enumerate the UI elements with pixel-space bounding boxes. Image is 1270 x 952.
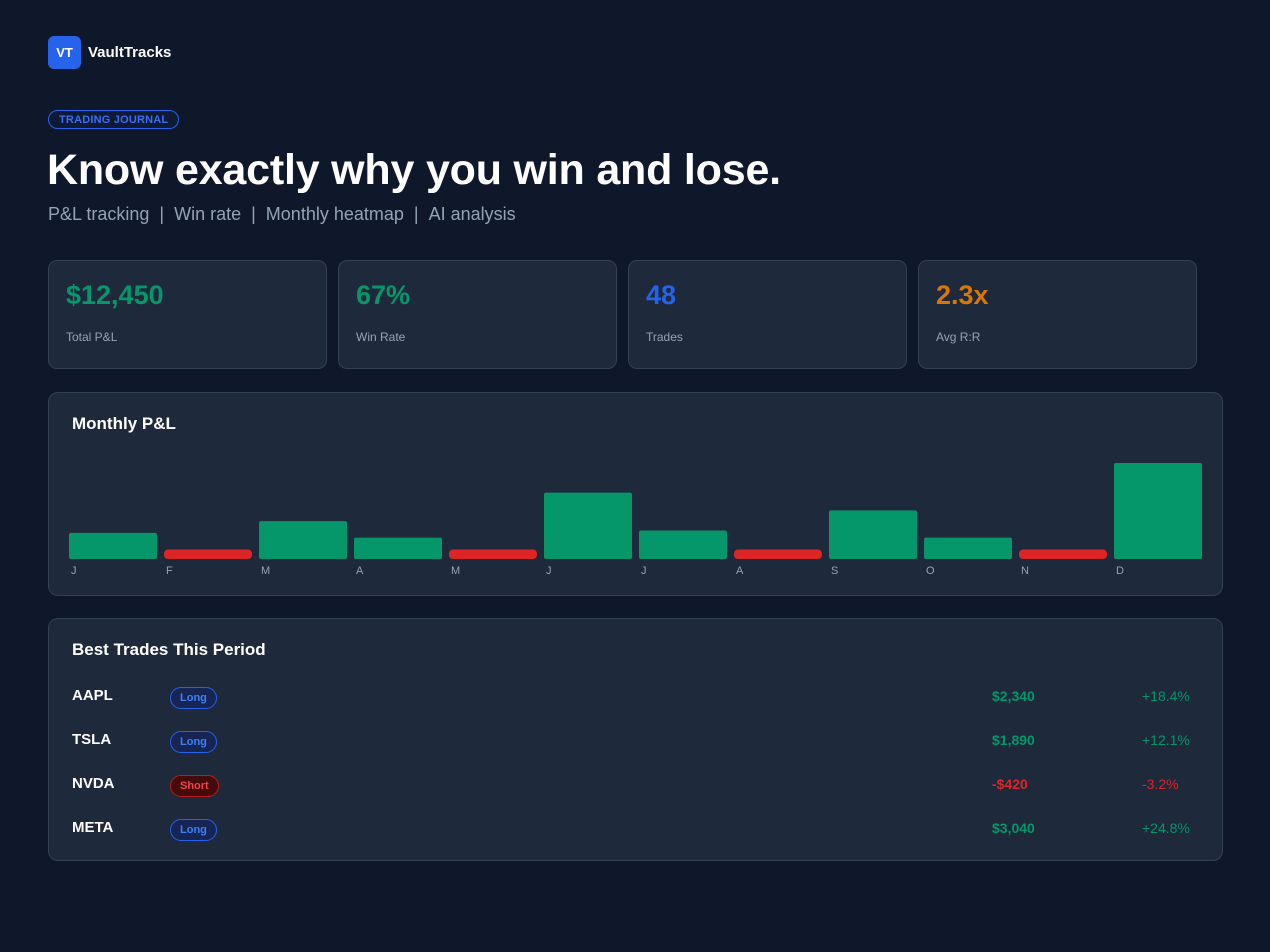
stat-value: 48 [646,280,677,310]
chart-bar [69,532,157,559]
trade-pnl: $2,340 [992,688,1035,704]
trade-row[interactable]: AAPL Long $2,340 +18.4% [49,687,1222,717]
brand[interactable]: VT VaultTracks [48,36,171,69]
chart-x-tick-label: J [546,565,552,577]
trade-row[interactable]: META Long $3,040 +24.8% [49,819,1222,849]
stat-label: Avg R:R [936,330,981,344]
chart-bar [639,530,727,559]
chart-title: Monthly P&L [72,414,176,433]
stat-label: Trades [646,330,683,344]
chart-x-tick-label: M [451,565,460,577]
chart-bar [734,549,822,559]
feature-separator: | [159,204,165,224]
chart-x-tick-label: O [926,565,935,577]
stat-value: 67% [356,280,411,310]
section-badge: TRADING JOURNAL [48,110,180,129]
feature-item: AI analysis [428,204,516,224]
chart-x-tick-label: A [356,565,364,577]
feature-separator: | [413,204,419,224]
trade-row[interactable]: NVDA Short -$420 -3.2% [49,775,1222,805]
chart-bar [924,537,1012,559]
chart-x-tick-label: M [261,565,270,577]
chart-x-tick-label: N [1021,565,1029,577]
chart-bar [544,492,632,559]
stat-value: $12,450 [66,280,164,310]
trade-pnl: $1,890 [992,732,1035,748]
trade-symbol: META [72,819,114,836]
feature-item: P&L tracking [48,204,150,224]
brand-name: VaultTracks [88,44,172,61]
trade-symbol: TSLA [72,731,112,748]
trades-title: Best Trades This Period [72,640,266,659]
trade-direction-badge: Long [170,819,217,841]
trade-return-pct: +24.8% [1142,820,1190,836]
feature-list: P&L tracking | Win rate | Monthly heatmap | AI… [48,204,516,225]
stat-label: Total P&L [66,330,118,344]
chart-bar [259,521,347,559]
chart-bar [164,549,252,559]
trade-direction-badge: Long [170,731,217,753]
trade-pnl: -$420 [992,776,1028,792]
stat-label: Win Rate [356,330,406,344]
chart-bar [449,549,537,559]
feature-item: Win rate [174,204,242,224]
trade-return-pct: +18.4% [1142,688,1190,704]
chart-x-tick-label: D [1116,565,1124,577]
chart-x-tick-label: J [641,565,647,577]
hero-headline: Know exactly why you win and lose. [47,146,781,194]
brand-logo: VT [48,36,81,69]
stat-card-win-rate: 67% Win Rate [338,260,617,369]
trade-direction-badge: Short [170,775,219,797]
trade-symbol: NVDA [72,775,115,792]
chart-x-tick-label: A [736,565,744,577]
trade-return-pct: -3.2% [1142,776,1179,792]
chart-bar [1114,463,1202,559]
monthly-pnl-panel: Monthly P&L J F M A M J J A S O N D [48,392,1223,596]
chart-x-tick-label: S [831,565,838,577]
stat-card-trades: 48 Trades [628,260,907,369]
feature-item: Monthly heatmap [265,204,404,224]
chart-bar [829,510,917,559]
stat-card-avg-rr: 2.3x Avg R:R [918,260,1197,369]
best-trades-panel: Best Trades This Period AAPL Long $2,340 +1… [48,618,1223,861]
chart-bar [1019,549,1107,559]
chart-bar [354,537,442,559]
trade-direction-badge: Long [170,687,217,709]
stat-card-total-pnl: $12,450 Total P&L [48,260,327,369]
chart-x-tick-label: F [166,565,173,577]
stat-value: 2.3x [936,280,989,310]
trade-symbol: AAPL [72,687,113,704]
trade-pnl: $3,040 [992,820,1035,836]
trade-return-pct: +12.1% [1142,732,1190,748]
chart-x-tick-label: J [71,565,77,577]
feature-separator: | [251,204,256,224]
trade-row[interactable]: TSLA Long $1,890 +12.1% [49,731,1222,761]
